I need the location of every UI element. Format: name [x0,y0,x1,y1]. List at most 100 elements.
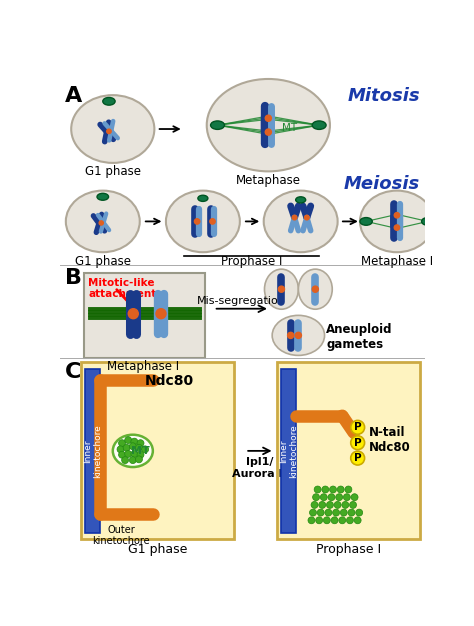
Circle shape [137,439,144,446]
Circle shape [292,215,297,220]
Ellipse shape [421,218,434,225]
Circle shape [136,444,143,451]
Circle shape [342,501,349,508]
Circle shape [129,443,137,449]
Circle shape [351,494,358,501]
Ellipse shape [113,434,153,467]
Circle shape [334,501,341,508]
Circle shape [210,218,215,224]
Text: Inner
kinetochore: Inner kinetochore [83,424,102,478]
Circle shape [308,517,315,524]
Circle shape [194,218,200,224]
Ellipse shape [272,316,325,356]
Text: MT: MT [282,123,297,133]
Circle shape [348,509,355,516]
Circle shape [337,486,344,493]
Ellipse shape [210,121,225,130]
Ellipse shape [66,191,140,252]
Circle shape [345,486,352,493]
Ellipse shape [71,95,155,163]
Circle shape [265,115,272,121]
Text: Outer
kinetochore: Outer kinetochore [92,525,150,546]
Ellipse shape [198,195,208,202]
Ellipse shape [264,191,337,252]
Circle shape [118,451,126,458]
Circle shape [123,444,130,451]
Text: G1 phase: G1 phase [128,543,187,557]
Circle shape [295,332,301,339]
Text: Meiosis: Meiosis [344,175,420,193]
Text: Ipl1/
Aurora B: Ipl1/ Aurora B [232,457,287,479]
Ellipse shape [264,269,298,309]
Text: N-tail
Ndc80: N-tail Ndc80 [368,426,410,454]
Text: G1 phase: G1 phase [85,165,141,178]
Circle shape [351,436,365,449]
Circle shape [278,286,284,292]
Ellipse shape [103,98,115,105]
Text: B: B [65,268,82,287]
Ellipse shape [296,197,306,203]
Text: Aneuploid
gametes: Aneuploid gametes [326,323,392,351]
Circle shape [314,486,321,493]
Ellipse shape [207,79,330,172]
Text: A: A [65,86,82,106]
Circle shape [328,494,335,501]
Circle shape [122,456,128,464]
Circle shape [125,451,132,458]
Circle shape [312,286,319,292]
Text: Mitosis: Mitosis [347,88,420,105]
Ellipse shape [312,121,326,130]
Text: Metaphase I: Metaphase I [361,255,433,269]
Circle shape [356,509,363,516]
Text: Metaphase: Metaphase [236,173,301,187]
Circle shape [128,309,138,319]
Circle shape [394,225,400,230]
Ellipse shape [360,191,434,252]
Circle shape [107,129,111,133]
Circle shape [331,517,338,524]
Circle shape [346,517,354,524]
Circle shape [316,517,323,524]
Bar [281,369,296,533]
Circle shape [99,221,103,225]
Circle shape [343,494,350,501]
Circle shape [117,446,124,453]
Circle shape [118,439,126,446]
FancyBboxPatch shape [84,273,205,357]
Circle shape [325,509,332,516]
FancyBboxPatch shape [277,362,420,540]
Circle shape [336,494,343,501]
Circle shape [319,501,326,508]
Circle shape [354,517,361,524]
Circle shape [340,509,347,516]
Circle shape [313,494,319,501]
Circle shape [329,486,337,493]
Text: Mitotic-like
attachment: Mitotic-like attachment [88,277,156,299]
Circle shape [131,451,138,458]
Bar [85,369,100,533]
Text: P: P [354,423,362,433]
Circle shape [310,509,317,516]
Circle shape [129,456,137,464]
Text: Inner
kinetochore: Inner kinetochore [279,424,298,478]
Text: G1 phase: G1 phase [75,255,131,269]
Circle shape [339,517,346,524]
FancyBboxPatch shape [81,362,234,540]
Circle shape [265,129,272,135]
Circle shape [304,215,309,220]
Circle shape [322,486,329,493]
Text: Prophase I: Prophase I [316,543,381,557]
Circle shape [320,494,327,501]
Circle shape [125,437,132,444]
Circle shape [394,213,400,218]
Circle shape [317,509,324,516]
Circle shape [327,501,333,508]
Circle shape [156,309,166,319]
Circle shape [349,501,356,508]
Circle shape [311,501,318,508]
Ellipse shape [97,193,109,200]
Circle shape [131,438,138,445]
Text: MT: MT [131,446,150,456]
Text: Ndc80: Ndc80 [145,374,194,388]
Text: P: P [354,438,362,448]
